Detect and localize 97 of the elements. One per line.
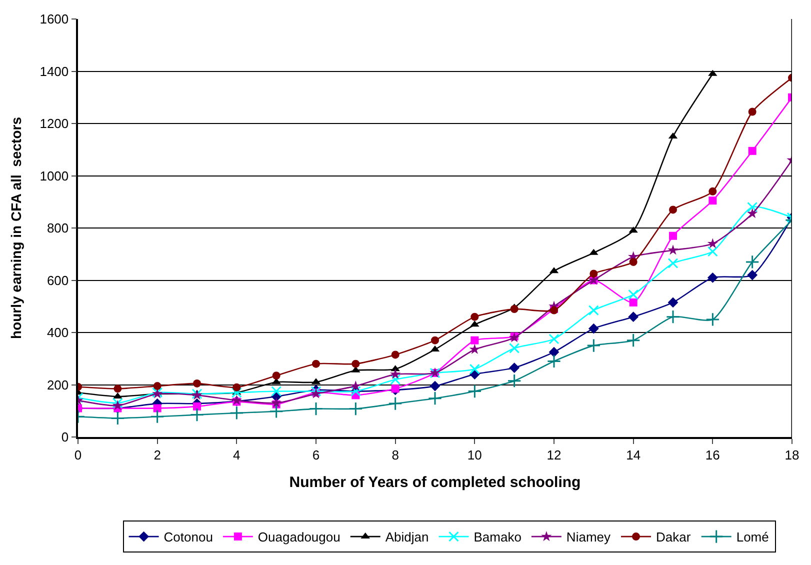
y-tick-label: 400 [46, 325, 69, 340]
point [272, 372, 280, 380]
x-tick-label: 4 [233, 447, 240, 462]
x-tick-label: 6 [312, 447, 320, 462]
point [390, 368, 401, 379]
point [308, 402, 324, 416]
point [470, 336, 479, 344]
point [153, 404, 162, 412]
point [230, 406, 244, 420]
point [193, 379, 201, 388]
x-tick-label: 0 [74, 447, 82, 462]
x-tick-label: 12 [546, 447, 562, 462]
point [706, 312, 720, 326]
y-tick-label: 1600 [40, 12, 69, 27]
point [748, 108, 756, 116]
point [352, 360, 360, 368]
point [629, 298, 638, 306]
point [628, 312, 639, 322]
point [470, 312, 479, 321]
point [271, 397, 282, 408]
point [546, 354, 562, 368]
legend-label: Bamako [474, 530, 522, 545]
point [430, 380, 440, 392]
y-tick-label: 1200 [40, 116, 69, 132]
y-tick-label: 800 [46, 220, 69, 236]
point [112, 398, 123, 408]
point [626, 333, 640, 348]
x-tick-label: 8 [392, 447, 399, 462]
y-tick-label: 0 [61, 430, 69, 445]
point [110, 411, 125, 426]
y-tick-label: 200 [46, 377, 69, 392]
point [153, 382, 162, 390]
point [431, 336, 439, 344]
point [390, 374, 401, 385]
point [669, 232, 677, 240]
y-axis-title: hourly earning in CFA all sectors [8, 116, 24, 339]
point [269, 404, 284, 418]
y-tick-label: 1000 [40, 168, 69, 184]
point [271, 386, 282, 397]
point [708, 196, 717, 205]
x-tick-label: 2 [154, 447, 161, 462]
point [747, 270, 758, 280]
point [548, 334, 560, 344]
point [628, 289, 639, 300]
point [509, 342, 520, 354]
legend-label: Lomé [736, 530, 769, 545]
point [193, 402, 201, 410]
legend-label: Abidjan [385, 530, 429, 545]
legend-label: Dakar [656, 530, 692, 545]
point [150, 410, 164, 424]
legend-label: Cotonou [164, 530, 213, 545]
x-tick-label: 18 [784, 447, 800, 462]
x-tick-label: 16 [705, 447, 720, 462]
point [629, 258, 638, 266]
point [391, 384, 400, 393]
point [468, 384, 482, 398]
point [190, 408, 204, 422]
point [348, 402, 363, 416]
point [745, 254, 760, 270]
point [707, 238, 718, 248]
point [509, 362, 520, 373]
point [748, 146, 756, 155]
point [666, 310, 680, 324]
point [588, 305, 599, 316]
point [747, 202, 758, 212]
x-tick-label: 14 [626, 447, 641, 462]
y-tick-label: 1400 [40, 64, 69, 79]
point [669, 206, 677, 214]
y-tick-label: 600 [46, 272, 69, 288]
point [350, 380, 361, 391]
legend-label: Niamey [566, 530, 611, 545]
point [507, 374, 522, 388]
point [707, 272, 718, 283]
point [112, 400, 123, 410]
point [668, 244, 678, 255]
point [469, 344, 480, 354]
point [707, 246, 718, 257]
point [708, 187, 717, 196]
point [747, 208, 758, 218]
point [590, 270, 598, 278]
point [312, 360, 320, 368]
point [469, 364, 480, 374]
x-axis-title: Number of Years of completed schooling [289, 474, 581, 491]
point [668, 258, 678, 269]
point [231, 387, 242, 398]
point [588, 323, 599, 334]
legend-label: Ouagadougou [258, 530, 340, 545]
point [548, 346, 560, 358]
point [232, 383, 241, 392]
point [428, 391, 442, 406]
point [391, 350, 400, 359]
point [668, 297, 678, 308]
point [510, 304, 518, 313]
point [114, 384, 122, 393]
point [586, 338, 601, 353]
point [388, 396, 402, 411]
x-tick-label: 10 [467, 447, 482, 462]
